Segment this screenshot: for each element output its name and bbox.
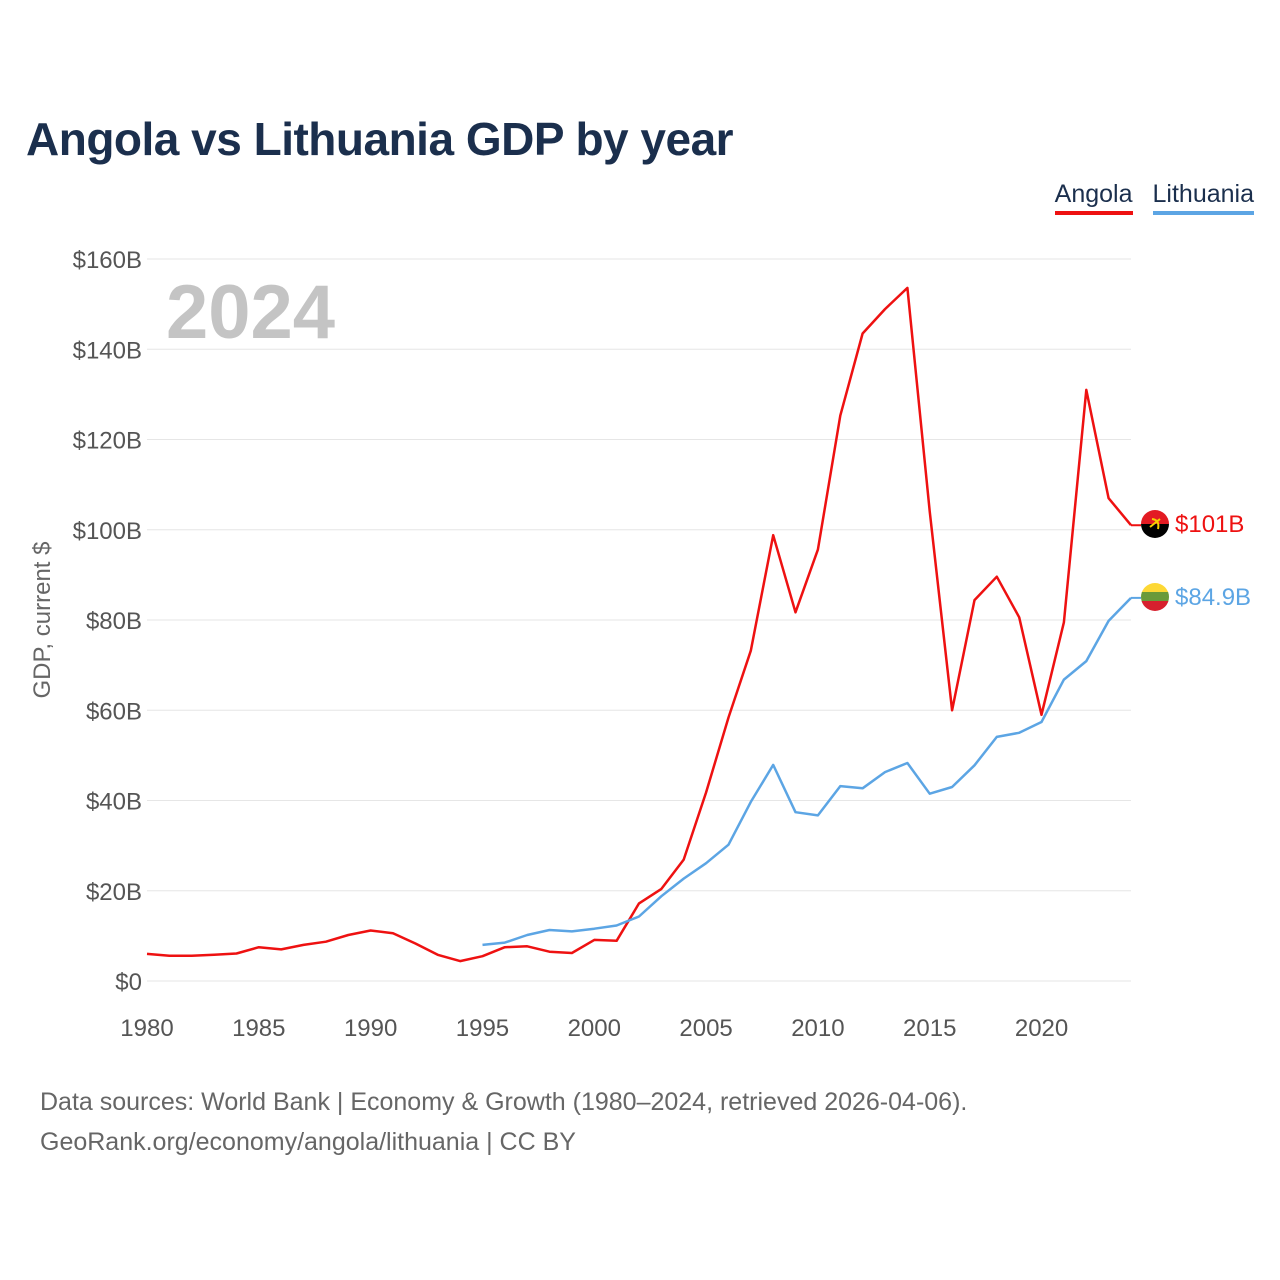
legend-item-lithuania[interactable]: Lithuania	[1152, 180, 1254, 215]
y-axis-ticks: $0 $20B $40B $60B $80B $100B $120B $140B $160B	[73, 247, 142, 996]
lithuania-end-label: $84.9B	[1175, 584, 1251, 611]
x-tick-label: 2000	[568, 1015, 621, 1042]
lithuania-flag-icon	[1141, 583, 1169, 611]
x-tick-label: 2005	[679, 1015, 732, 1042]
x-tick-label: 1995	[456, 1015, 509, 1042]
source-link[interactable]: GeoRank.org/economy/angola/lithuania | C…	[40, 1128, 576, 1156]
angola-end-label: $101B	[1175, 511, 1244, 538]
x-tick-label: 2020	[1015, 1015, 1068, 1042]
legend-item-angola[interactable]: Angola	[1054, 180, 1133, 215]
lithuania-series-line[interactable]	[482, 597, 1132, 947]
y-tick-label: $60B	[86, 698, 142, 725]
x-axis-ticks: 1980 1985 1990 1995 2000 2005 2010 2015 2020	[120, 1015, 1068, 1042]
series-lines	[146, 286, 1141, 963]
y-tick-label: $80B	[86, 608, 142, 635]
y-axis-label: GDP, current $	[29, 542, 56, 699]
y-tick-label: $140B	[73, 337, 142, 364]
y-tick-label: $100B	[73, 518, 142, 545]
year-overlay: 2024	[166, 270, 335, 355]
x-tick-label: 2010	[791, 1015, 844, 1042]
x-tick-label: 2015	[903, 1015, 956, 1042]
data-source-note: Data sources: World Bank | Economy & Gro…	[40, 1088, 968, 1116]
y-tick-label: $20B	[86, 879, 142, 906]
grid-lines	[147, 258, 1131, 982]
y-tick-label: $120B	[73, 428, 142, 455]
x-tick-label: 1980	[120, 1015, 173, 1042]
y-tick-label: $160B	[73, 247, 142, 274]
legend: Angola Lithuania	[1054, 180, 1254, 215]
y-tick-label: $40B	[86, 789, 142, 816]
footer: Data sources: World Bank | Economy & Gro…	[40, 1082, 967, 1162]
x-tick-label: 1985	[232, 1015, 285, 1042]
x-tick-label: 1990	[344, 1015, 397, 1042]
y-tick-label: $0	[115, 969, 142, 996]
angola-flag-icon	[1141, 510, 1169, 538]
angola-series-line[interactable]	[146, 286, 1132, 963]
chart-title: Angola vs Lithuania GDP by year	[26, 113, 734, 165]
